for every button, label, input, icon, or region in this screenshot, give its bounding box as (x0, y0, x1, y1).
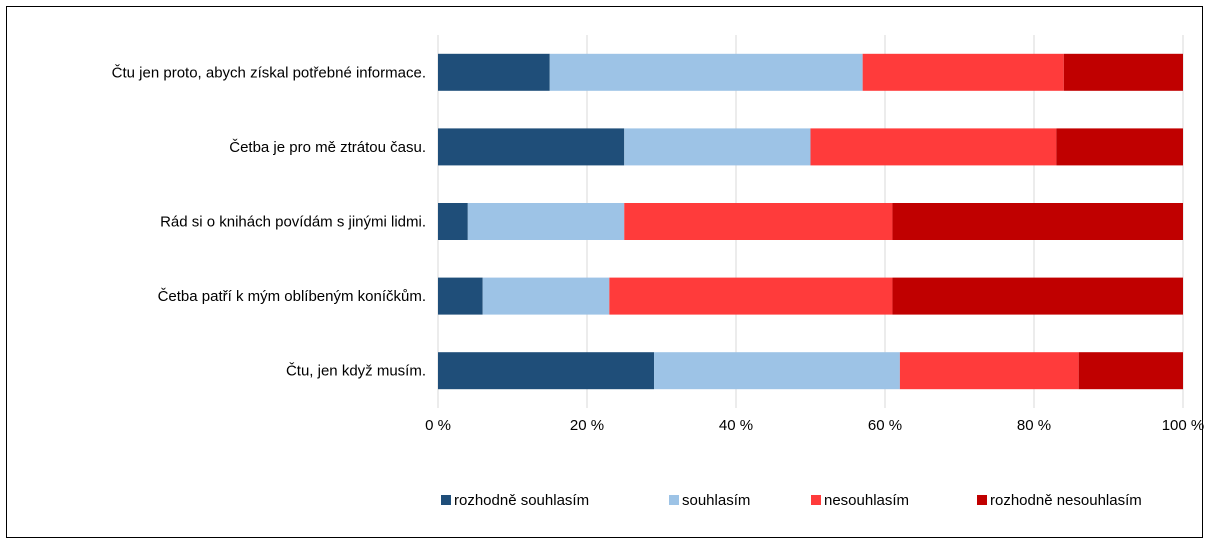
category-label: Četba patří k mým oblíbeným koníčkům. (158, 288, 426, 305)
bars (438, 53, 1183, 390)
x-tick-label: 40 % (719, 417, 753, 434)
bar-segment (1056, 128, 1183, 166)
bar-segment (438, 53, 550, 91)
x-tick-labels: 0 % 20 % 40 % 60 % 80 % 100 % (425, 417, 1204, 434)
legend-swatch (441, 495, 451, 505)
x-tick-label: 60 % (868, 417, 902, 434)
bar-segment (810, 128, 1057, 166)
category-label: Rád si o knihách povídám s jinými lidmi. (160, 214, 426, 231)
legend-swatch (811, 495, 821, 505)
bar-segment (438, 128, 625, 166)
bar-segment (438, 203, 468, 240)
bar-segment (438, 352, 655, 390)
x-tick-label: 100 % (1162, 417, 1205, 434)
bar-segment (892, 203, 1183, 240)
bar-segment (609, 277, 893, 315)
x-tick-label: 0 % (425, 417, 451, 434)
legend: rozhodně souhlasím souhlasím nesouhlasím ro… (441, 492, 1142, 509)
bar-segment (549, 53, 863, 91)
category-label: Čtu, jen když musím. (286, 363, 426, 380)
legend-label: souhlasím (682, 492, 750, 509)
x-tick-label: 20 % (570, 417, 604, 434)
bar-segment (482, 277, 610, 315)
bar-segment (892, 277, 1183, 315)
bar-segment (438, 277, 483, 315)
bar-segment (1078, 352, 1183, 390)
bar-segment (624, 203, 893, 240)
chart-frame (6, 6, 1203, 538)
bar-segment (899, 352, 1079, 390)
category-label: Četba je pro mě ztrátou času. (229, 139, 426, 156)
x-tick-label: 80 % (1017, 417, 1051, 434)
category-label: Čtu jen proto, abych získal potřebné inf… (112, 64, 426, 81)
legend-swatch (977, 495, 987, 505)
category-labels: Čtu jen proto, abych získal potřebné inf… (112, 64, 426, 379)
legend-label: rozhodně souhlasím (454, 492, 589, 509)
bar-segment (862, 53, 1064, 91)
bar-segment (624, 128, 811, 166)
legend-swatch (669, 495, 679, 505)
legend-label: nesouhlasím (824, 492, 909, 509)
legend-label: rozhodně nesouhlasím (990, 492, 1142, 509)
bar-segment (654, 352, 900, 390)
bar-segment (1063, 53, 1183, 91)
bar-segment (467, 203, 625, 240)
